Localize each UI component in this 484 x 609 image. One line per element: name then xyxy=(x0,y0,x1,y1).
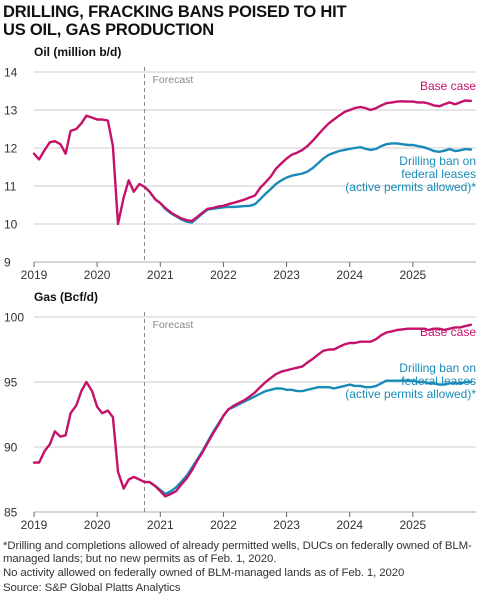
chart-title: DRILLING, FRACKING BANS POISED TO HIT US… xyxy=(3,3,473,39)
chart-1-series-drilling-ban-label: (active permits allowed)* xyxy=(345,180,476,194)
chart-2-series-base-case-line xyxy=(32,323,473,498)
source-note: Source: S&P Global Platts Analytics xyxy=(3,581,181,594)
chart-2-series-drilling-ban-label: (active permits allowed)* xyxy=(345,387,476,401)
chart-1-series-drilling-ban-label: federal leases xyxy=(401,167,476,181)
chart-1-x-tick-label: 2021 xyxy=(147,268,174,282)
chart-1-series-base-case-line xyxy=(32,99,473,226)
chart-2-series-base-case-label: Base case xyxy=(420,325,476,339)
chart-1-x-tick-label: 2023 xyxy=(273,268,300,282)
chart-1-y-tick-label: 12 xyxy=(4,142,18,156)
chart-title-line-2: US OIL, GAS PRODUCTION xyxy=(3,21,215,39)
chart-1-x-tick-label: 2019 xyxy=(21,268,48,282)
chart-1-y-tick-label: 14 xyxy=(4,66,18,80)
footnote-no-activity: No activity allowed on federally owned o… xyxy=(3,567,405,580)
footnotes: *Drilling and completions allowed of alr… xyxy=(3,540,481,596)
chart-2-x-tick-label: 2023 xyxy=(273,518,300,532)
chart-1-series-drilling-ban-label: Drilling ban on xyxy=(399,154,476,168)
chart-2-x-tick-label: 2024 xyxy=(336,518,363,532)
chart-2-y-axis-label: Gas (Bcf/d) xyxy=(34,290,98,304)
footnote-permits: *Drilling and completions allowed of alr… xyxy=(3,540,472,565)
chart-1-y-tick-label: 13 xyxy=(4,104,18,118)
chart-2-x-tick-label: 2025 xyxy=(400,518,427,532)
chart-1-y-tick-label: 11 xyxy=(4,180,17,194)
chart-1-y-axis-label: Oil (million b/d) xyxy=(34,45,121,59)
chart-1-x-tick-label: 2024 xyxy=(336,268,363,282)
chart-1-y-tick-label: 9 xyxy=(4,256,11,270)
chart-1-x-tick-label: 2025 xyxy=(400,268,427,282)
chart-1-x-tick-label: 2020 xyxy=(84,268,111,282)
chart-1-x-tick-label: 2022 xyxy=(210,268,237,282)
chart-2-x-tick-label: 2020 xyxy=(84,518,111,532)
chart-2-x-tick-label: 2022 xyxy=(210,518,237,532)
chart-2-y-tick-label: 85 xyxy=(4,506,18,520)
chart-2-y-tick-label: 100 xyxy=(4,311,24,325)
chart-title-line-1: DRILLING, FRACKING BANS POISED TO HIT xyxy=(3,3,347,21)
chart-1-forecast-label: Forecast xyxy=(153,74,194,86)
chart-2-x-tick-label: 2019 xyxy=(21,518,48,532)
chart-2-series-drilling-ban-label: federal leases xyxy=(401,374,476,388)
chart-2-forecast-label: Forecast xyxy=(153,319,194,331)
chart-2-y-tick-label: 95 xyxy=(4,376,18,390)
chart-1-y-tick-label: 10 xyxy=(4,218,18,232)
chart-2-series-drilling-ban-label: Drilling ban on xyxy=(399,361,476,375)
chart-1-series-base-case-label: Base case xyxy=(420,79,476,93)
chart-2-y-tick-label: 90 xyxy=(4,441,18,455)
chart-2-x-tick-label: 2021 xyxy=(147,518,174,532)
